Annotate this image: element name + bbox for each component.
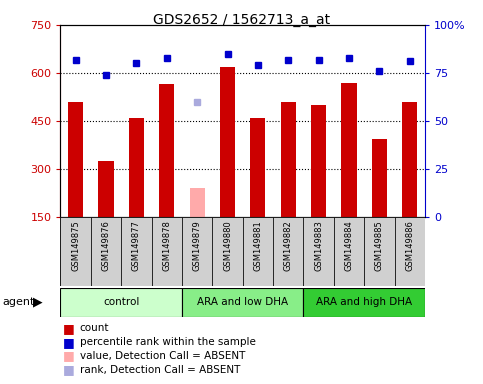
- Bar: [121, 217, 152, 286]
- Text: GSM149878: GSM149878: [162, 220, 171, 271]
- Bar: [250, 118, 266, 217]
- Bar: [243, 217, 273, 286]
- Text: ▶: ▶: [33, 296, 43, 309]
- Text: ■: ■: [63, 349, 74, 362]
- Text: value, Detection Call = ABSENT: value, Detection Call = ABSENT: [80, 351, 245, 361]
- Text: GSM149880: GSM149880: [223, 220, 232, 271]
- Text: GSM149886: GSM149886: [405, 220, 414, 271]
- Bar: [129, 118, 144, 217]
- Text: GSM149875: GSM149875: [71, 220, 80, 271]
- Bar: [311, 105, 327, 217]
- Bar: [220, 66, 235, 217]
- Bar: [213, 217, 243, 286]
- Text: rank, Detection Call = ABSENT: rank, Detection Call = ABSENT: [80, 365, 240, 375]
- Bar: [273, 217, 303, 286]
- Bar: [60, 217, 91, 286]
- Text: ■: ■: [63, 363, 74, 376]
- Text: agent: agent: [2, 297, 35, 308]
- Text: GSM149883: GSM149883: [314, 220, 323, 271]
- Bar: [189, 188, 205, 217]
- Bar: [182, 288, 303, 317]
- Bar: [182, 217, 213, 286]
- Bar: [303, 217, 334, 286]
- Text: GSM149877: GSM149877: [132, 220, 141, 271]
- Text: GSM149884: GSM149884: [344, 220, 354, 271]
- Text: ■: ■: [63, 322, 74, 335]
- Bar: [372, 139, 387, 217]
- Text: control: control: [103, 297, 139, 308]
- Text: percentile rank within the sample: percentile rank within the sample: [80, 337, 256, 347]
- Bar: [334, 217, 364, 286]
- Text: ARA and high DHA: ARA and high DHA: [316, 297, 412, 308]
- Bar: [395, 217, 425, 286]
- Text: ■: ■: [63, 336, 74, 349]
- Bar: [91, 217, 121, 286]
- Bar: [303, 288, 425, 317]
- Text: GDS2652 / 1562713_a_at: GDS2652 / 1562713_a_at: [153, 13, 330, 27]
- Text: ARA and low DHA: ARA and low DHA: [197, 297, 288, 308]
- Text: GSM149876: GSM149876: [101, 220, 111, 271]
- Bar: [402, 102, 417, 217]
- Bar: [152, 217, 182, 286]
- Text: count: count: [80, 323, 109, 333]
- Text: GSM149879: GSM149879: [193, 220, 201, 271]
- Text: GSM149885: GSM149885: [375, 220, 384, 271]
- Bar: [341, 83, 356, 217]
- Text: GSM149882: GSM149882: [284, 220, 293, 271]
- Bar: [281, 102, 296, 217]
- Bar: [159, 84, 174, 217]
- Bar: [68, 102, 83, 217]
- Bar: [99, 161, 114, 217]
- Bar: [60, 288, 182, 317]
- Bar: [364, 217, 395, 286]
- Text: GSM149881: GSM149881: [254, 220, 262, 271]
